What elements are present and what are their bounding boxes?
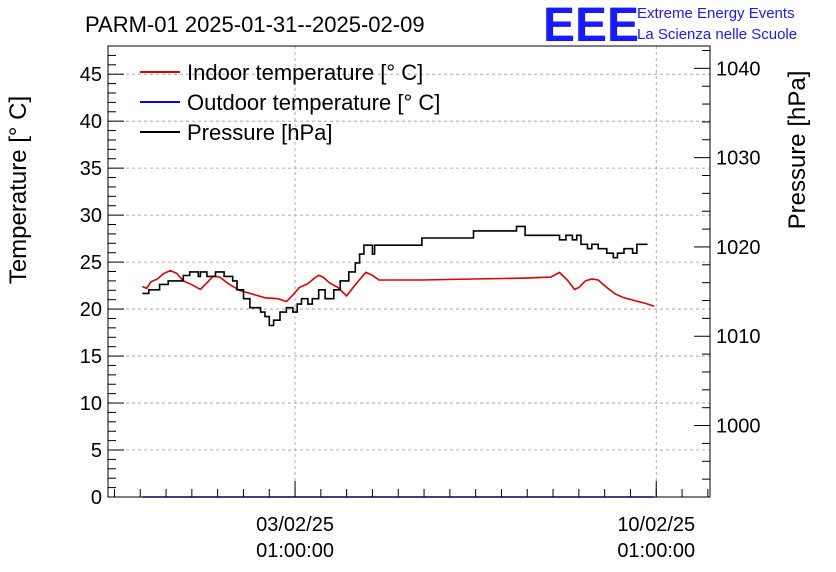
x-tick-label-date: 03/02/25 xyxy=(256,514,334,536)
y-tick-label-right: 1020 xyxy=(716,237,761,259)
logo-letters: EEE xyxy=(543,0,639,52)
y-tick-label-left: 10 xyxy=(80,393,102,415)
y-tick-label-right: 1010 xyxy=(716,326,761,348)
chart-title: PARM-01 2025-01-31--2025-02-09 xyxy=(85,12,425,37)
y-tick-label-left: 30 xyxy=(80,205,102,227)
x-tick-label-time: 01:00:00 xyxy=(256,540,334,562)
y-axis-label-right: Pressure [hPa] xyxy=(784,71,811,230)
y-tick-label-left: 0 xyxy=(91,487,102,509)
y-tick-label-left: 40 xyxy=(80,111,102,133)
series-line-2 xyxy=(142,225,648,327)
y-axis-label-left: Temperature [° C] xyxy=(5,96,32,284)
grid xyxy=(108,46,710,497)
axes: 0 5 10 15 20 25 30 35 40 45 1000 1010 1020 1030 1040 03… xyxy=(80,45,761,562)
y-tick-label-left: 15 xyxy=(80,346,102,368)
legend-label-2: Pressure [hPa] xyxy=(187,120,333,145)
y-tick-label-left: 25 xyxy=(80,252,102,274)
logo-line1: Extreme Energy Events xyxy=(637,5,795,22)
y-tick-label-left: 45 xyxy=(80,64,102,86)
y-tick-label-left: 5 xyxy=(91,440,102,462)
eee-logo: EEE Extreme Energy Events La Scienza nel… xyxy=(543,0,797,52)
y-tick-label-right: 1000 xyxy=(716,416,761,438)
legend-label-0: Indoor temperature [° C] xyxy=(187,60,423,85)
y-tick-label-right: 1030 xyxy=(716,148,761,170)
logo-line2: La Scienza nelle Scuole xyxy=(637,26,797,43)
legend-label-1: Outdoor temperature [° C] xyxy=(187,90,440,115)
legend: Indoor temperature [° C] Outdoor temperat… xyxy=(140,60,440,145)
y-tick-label-left: 35 xyxy=(80,158,102,180)
series-line-0 xyxy=(142,269,655,308)
series-layer xyxy=(142,225,655,498)
y-tick-label-left: 20 xyxy=(80,299,102,321)
x-tick-label-time: 01:00:00 xyxy=(617,540,695,562)
x-tick-label-date: 10/02/25 xyxy=(617,514,695,536)
y-tick-label-right: 1040 xyxy=(716,58,761,80)
